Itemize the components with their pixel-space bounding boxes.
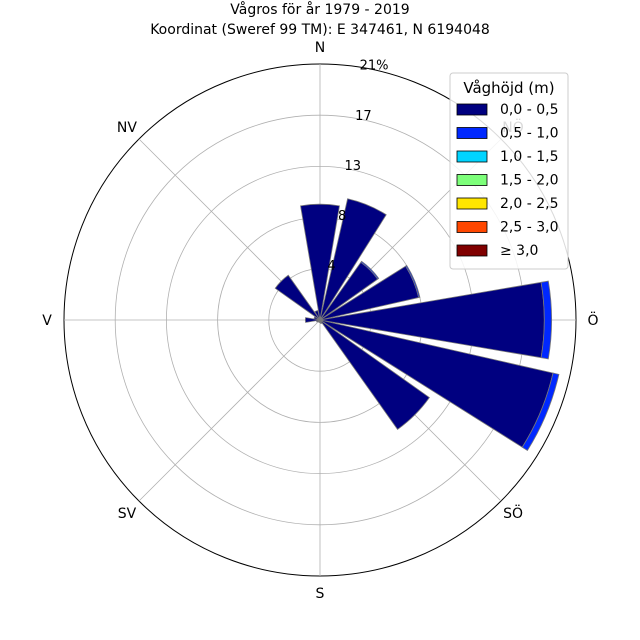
legend-swatch xyxy=(456,197,488,210)
legend-title: Våghöjd (m) xyxy=(463,79,554,97)
rose-bar-V-bin-0 xyxy=(304,317,321,323)
legend-swatch xyxy=(456,244,488,257)
rose-bar-NV-bin-0 xyxy=(274,274,321,321)
legend-swatch xyxy=(456,127,488,139)
direction-label: NV xyxy=(117,120,137,136)
grid-spoke xyxy=(138,319,321,502)
rose-bar-ÖSÖ-bin-1 xyxy=(521,372,560,452)
legend-box xyxy=(449,72,569,270)
rose-bar-ÖNÖ-bin-1 xyxy=(405,264,421,299)
legend-label: 0,0 - 0,5 xyxy=(500,102,558,118)
radial-tick-label: 21% xyxy=(360,59,389,74)
direction-label: V xyxy=(42,313,52,329)
legend-label: 2,5 - 3,0 xyxy=(500,220,558,236)
legend-swatch xyxy=(456,103,488,116)
direction-label: Ö xyxy=(587,311,598,329)
rose-bars xyxy=(274,198,560,452)
rose-bar-SÖ-bin-0 xyxy=(319,319,430,430)
direction-label: SV xyxy=(118,506,137,522)
legend-items: 0,0 - 0,5 0,5 - 1,0 1,0 - 1,5 1,5 - 2,0 2,0 … xyxy=(456,102,558,259)
rose-bar-NNÖ-bin-0 xyxy=(319,198,387,321)
direction-label: S xyxy=(316,586,325,602)
legend-label: 2,0 - 2,5 xyxy=(500,196,558,212)
radial-tick-label: 17 xyxy=(355,109,372,124)
rose-bar-N-bin-0 xyxy=(300,203,340,321)
rose-bar-NNV-bin-0 xyxy=(314,310,321,321)
direction-label: SÖ xyxy=(503,504,523,522)
legend-label: 1,5 - 2,0 xyxy=(500,173,558,189)
chart-title: Vågros för år 1979 - 2019 xyxy=(230,1,409,18)
legend-swatch xyxy=(456,174,488,186)
legend-label: 1,0 - 1,5 xyxy=(500,149,558,165)
radial-tick-label: 4 xyxy=(327,259,335,274)
direction-label: N xyxy=(315,40,325,56)
legend: Våghöjd (m) 0,0 - 0,5 0,5 - 1,0 1,0 - 1,5 1… xyxy=(449,72,569,270)
legend-label: ≥ 3,0 xyxy=(500,243,538,259)
rose-bar-Ö-bin-1 xyxy=(540,280,552,360)
legend-swatch xyxy=(456,150,488,163)
chart-subtitle: Koordinat (Sweref 99 TM): E 347461, N 61… xyxy=(150,22,490,38)
radial-tick-label: 8 xyxy=(338,209,346,224)
legend-label: 0,5 - 1,0 xyxy=(500,126,558,142)
radial-tick-label: 13 xyxy=(344,159,361,174)
rose-bar-NÖ-bin-1 xyxy=(360,260,380,280)
legend-swatch xyxy=(456,221,488,233)
